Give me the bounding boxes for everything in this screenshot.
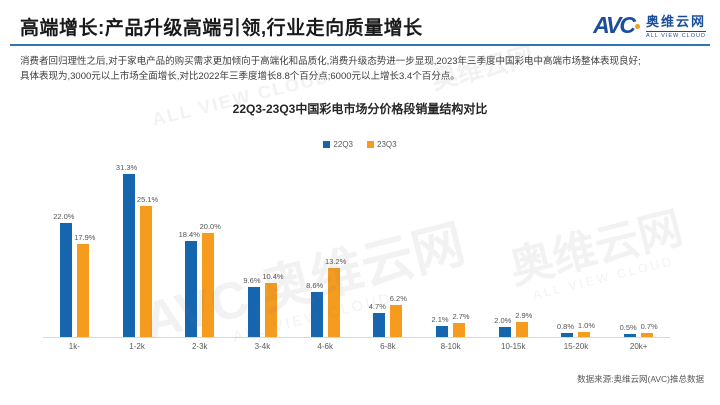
legend-label: 23Q3 xyxy=(377,140,397,149)
data-source-note: 数据来源:奥维云网(AVC)推总数据 xyxy=(577,374,704,384)
bar-22q3-8-10k: 2.1% xyxy=(432,315,449,337)
avc-logo-text: AVC xyxy=(593,12,640,39)
category-group: 9.6% 10.4% xyxy=(231,150,294,337)
bar-22q3-4-6k: 8.6% xyxy=(306,281,323,337)
x-axis-tick-label: 20k+ xyxy=(629,342,648,351)
bar-value-label: 0.8% xyxy=(556,321,575,331)
avc-logo: AVC 奥维云网 ALL VIEW CLOUD xyxy=(593,11,706,39)
intro-line-2: 具体表现为,3000元以上市场全面增长,对比2022年三季度增长8.8个百分点;… xyxy=(20,71,460,82)
bar-22q3-10-15k: 2.0% xyxy=(494,316,511,337)
bar-value-label: 31.3% xyxy=(115,163,138,173)
bar-value-label: 2.7% xyxy=(452,311,470,321)
bar-22q3-3-4k: 9.6% xyxy=(243,276,261,337)
bar-22q3-2-3k: 18.4% xyxy=(179,230,200,337)
bar-value-label: 18.4% xyxy=(178,230,200,240)
x-axis-tick-label: 1-2k xyxy=(129,342,145,351)
bar-value-label: 8.6% xyxy=(306,281,324,291)
category-group: 0.5% 0.7% xyxy=(607,150,670,337)
legend-label: 22Q3 xyxy=(333,140,353,149)
bar-value-label: 2.9% xyxy=(515,310,533,320)
category-group: 2.0% 2.9% xyxy=(482,150,545,337)
category-group: 8.6% 13.2% xyxy=(294,150,357,337)
intro-paragraph: 消费者回归理性之后,对于家电产品的购买需求更加倾向于高端化和品质化,消费升级态势… xyxy=(20,54,712,84)
bar-value-label: 20.0% xyxy=(199,222,221,231)
intro-line-1: 消费者回归理性之后,对于家电产品的购买需求更加倾向于高端化和品质化,消费升级态势… xyxy=(20,56,641,67)
logo-subtitle: ALL VIEW CLOUD xyxy=(646,31,706,39)
bar-value-label: 17.9% xyxy=(74,232,96,242)
logo-wordmark: 奥维云网 ALL VIEW CLOUD xyxy=(646,11,706,39)
bar-23q3-6-8k: 6.2% xyxy=(390,294,407,337)
category-group: 18.4% 20.0% xyxy=(168,150,231,337)
category-group: 31.3% 25.1% xyxy=(106,150,169,337)
category-group: 4.7% 6.2% xyxy=(357,150,420,337)
logo-orange-dot-icon xyxy=(634,23,640,29)
x-axis-tick-label: 6-8k xyxy=(380,342,396,351)
x-axis-tick-label: 15-20k xyxy=(563,342,589,351)
legend-item-23q3: 23Q3 xyxy=(367,140,397,149)
bar-value-label: 25.1% xyxy=(136,195,159,205)
x-axis-labels: 1k- 1-2k 2-3k 3-4k 4-6k 6-8k 8-10k 10-15k 15-20k… xyxy=(43,342,670,351)
x-axis-tick-label: 3-4k xyxy=(254,342,271,351)
bar-23q3-10-15k: 2.9% xyxy=(515,311,532,337)
bar-value-label: 6.2% xyxy=(389,293,407,303)
bar-value-label: 2.0% xyxy=(494,315,512,325)
bar-value-label: 1.0% xyxy=(577,320,596,330)
logo-company-name: 奥维云网 xyxy=(645,14,706,29)
chart-legend: 22Q3 23Q3 xyxy=(0,140,720,149)
bar-23q3-2-3k: 20.0% xyxy=(200,222,221,337)
bar-23q3-4-6k: 13.2% xyxy=(325,257,346,337)
bar-22q3-6-8k: 4.7% xyxy=(369,302,386,337)
category-group: 22.0% 17.9% xyxy=(43,150,106,337)
bar-23q3-1-2k: 25.1% xyxy=(137,195,158,337)
page-title: 高端增长:产品升级高端引领,行业走向质量增长 xyxy=(20,18,423,39)
category-group: 2.1% 2.7% xyxy=(419,150,482,337)
legend-item-22q3: 22Q3 xyxy=(323,140,353,149)
x-axis-tick-label: 10-15k xyxy=(501,342,526,351)
plot-area: 22.0% 17.9% 31.3% 25.1% 18.4% 20.0% 9.6% 10.4% 8… xyxy=(43,150,670,338)
chart-title: 22Q3-23Q3中国彩电市场分价格段销量结构对比 xyxy=(232,102,488,116)
bar-23q3-3-4k: 10.4% xyxy=(262,272,284,337)
bar-23q3-8-10k: 2.7% xyxy=(453,312,470,337)
bar-23q3-20k+: 0.7% xyxy=(641,322,658,337)
bar-value-label: 10.4% xyxy=(262,271,284,281)
bar-value-label: 2.1% xyxy=(431,315,449,325)
legend-swatch-orange-icon xyxy=(367,141,374,148)
x-axis-tick-label: 2-3k xyxy=(191,342,208,351)
bar-23q3-15-20k: 1.0% xyxy=(578,321,595,337)
bar-value-label: 0.5% xyxy=(619,323,637,333)
bar-value-label: 9.6% xyxy=(243,276,261,286)
x-axis-tick-label: 1k- xyxy=(68,342,80,351)
bar-22q3-1k-: 22.0% xyxy=(53,212,74,337)
x-axis-tick-label: 8-10k xyxy=(440,342,461,351)
x-axis-tick-label: 4-6k xyxy=(317,342,333,351)
bar-23q3-1k-: 17.9% xyxy=(74,233,95,337)
bar-value-label: 4.7% xyxy=(368,301,386,311)
legend-swatch-blue-icon xyxy=(323,141,331,148)
bar-value-label: 0.7% xyxy=(640,322,658,332)
bar-value-label: 13.2% xyxy=(325,257,347,267)
bar-22q3-20k+: 0.5% xyxy=(620,323,637,337)
title-underline xyxy=(10,44,710,46)
bar-22q3-15-20k: 0.8% xyxy=(557,322,574,337)
bar-22q3-1-2k: 31.3% xyxy=(116,163,137,337)
bar-value-label: 22.0% xyxy=(53,211,75,221)
category-group: 0.8% 1.0% xyxy=(545,150,608,337)
